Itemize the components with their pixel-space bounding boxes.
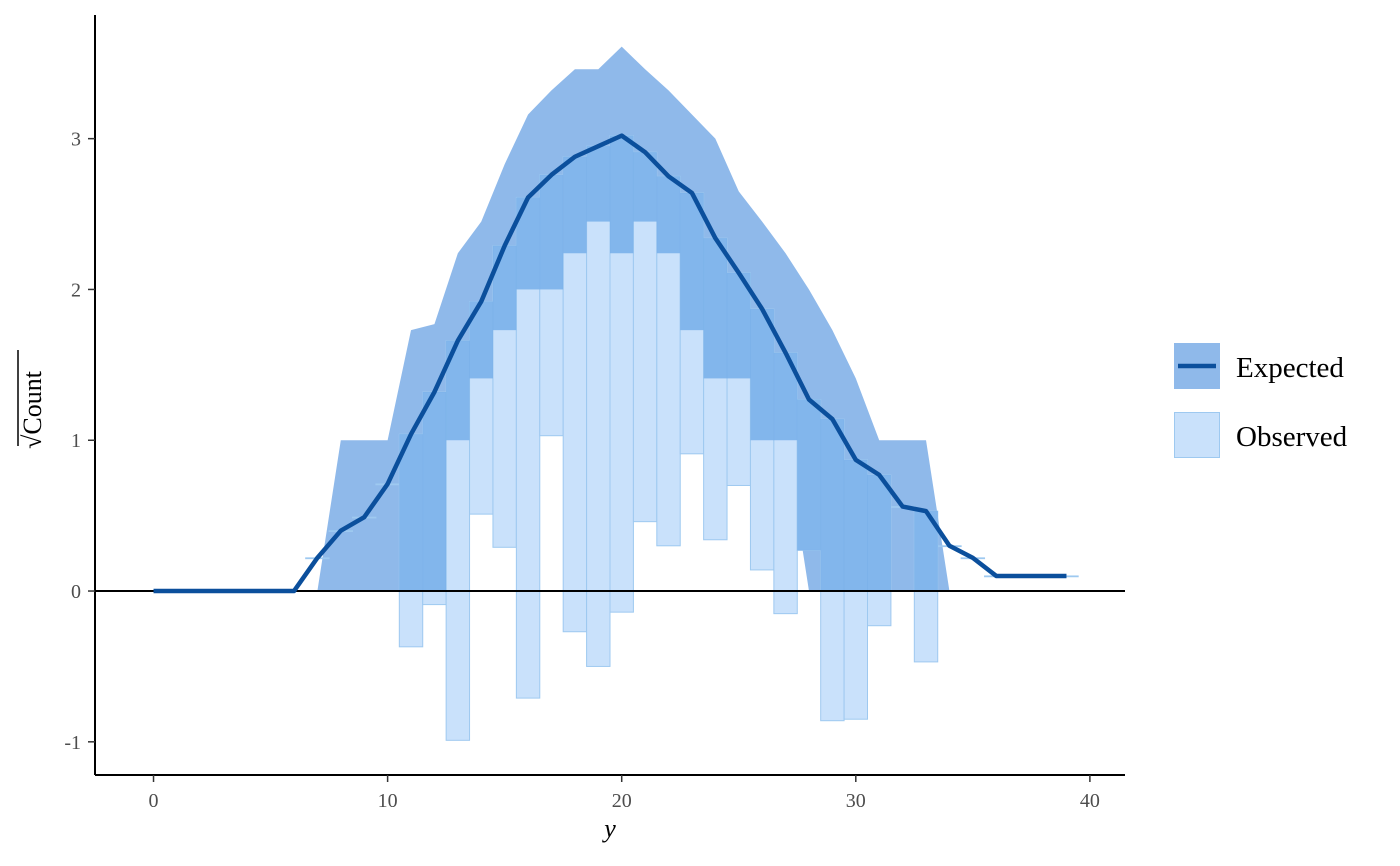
observed-band-overlap	[516, 197, 540, 290]
observed-band-overlap	[727, 272, 751, 379]
observed-band-overlap	[797, 399, 821, 551]
x-axis-title: y	[601, 814, 616, 843]
observed-band-overlap	[703, 238, 728, 379]
observed-band-overlap	[610, 135, 634, 254]
x-tick-label: 0	[149, 790, 159, 812]
observed-band-overlap	[492, 245, 517, 331]
x-tick-label: 10	[378, 790, 398, 812]
y-axis-title-text: Count	[18, 370, 47, 434]
observed-band-overlap	[633, 152, 657, 222]
observed-bar	[586, 145, 611, 667]
observed-band-overlap	[399, 434, 423, 592]
y-tick-label: 3	[71, 129, 81, 151]
legend-label-observed: Observed	[1236, 421, 1348, 453]
observed-band-overlap	[586, 146, 610, 222]
y-tick-label: 0	[71, 581, 81, 603]
observed-band-overlap	[563, 156, 587, 254]
y-tick-label: -1	[64, 732, 81, 754]
y-axis-title-prefix: √	[18, 434, 47, 449]
observed-band-overlap	[914, 511, 938, 592]
observed-band-overlap	[773, 352, 798, 441]
legend-key-observed	[1174, 412, 1220, 458]
x-tick-label: 20	[612, 790, 632, 812]
axes	[94, 15, 1125, 776]
observed-band-overlap	[750, 309, 774, 441]
observed-band-overlap	[680, 192, 704, 331]
legend-label-expected: Expected	[1236, 352, 1344, 384]
expected-line-layer	[153, 133, 1067, 594]
x-tick-label: 30	[846, 790, 866, 812]
observed-band-overlap	[422, 391, 447, 592]
observed-band-overlap	[656, 176, 681, 254]
observed-band-overlap	[446, 340, 470, 441]
x-tick-label: 40	[1080, 790, 1100, 812]
expected-line	[153, 133, 1067, 594]
observed-band-overlap	[820, 419, 845, 592]
observed-band-overlap	[469, 301, 493, 379]
observed-band-overlap	[844, 459, 868, 592]
y-axis-title: √Count	[18, 370, 47, 449]
observed-band-overlap	[867, 474, 891, 592]
legend: Expected Observed	[1174, 343, 1348, 458]
y-ticks: -1 0 1 2 3	[64, 129, 95, 754]
observed-band-overlap	[539, 174, 564, 290]
x-ticks: 0 10 20 30 40	[149, 775, 1100, 812]
overlap-layer	[399, 135, 938, 592]
y-tick-label: 2	[71, 279, 81, 301]
y-tick-label: 1	[71, 430, 81, 452]
